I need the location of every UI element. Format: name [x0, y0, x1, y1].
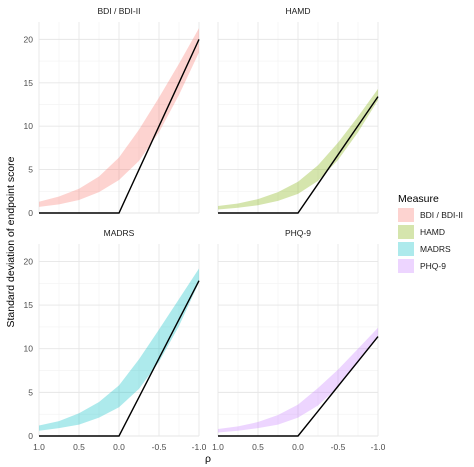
x-tick-label: -0.5: [331, 442, 346, 452]
x-tick-label: 0.0: [113, 442, 125, 452]
y-tick-label: 5: [28, 165, 33, 175]
y-tick-label: 10: [24, 121, 34, 131]
legend-key: [398, 242, 414, 256]
y-axis-title: Standard deviation of endpoint score: [5, 156, 17, 327]
legend-label: MADRS: [420, 244, 451, 254]
series-line: [39, 280, 200, 437]
panels-layer: BDI / BDI-II 0 5 10 15 20 HAMD MADRS 0 5 10 15 20 1.0…: [24, 6, 386, 452]
y-tick-label: 15: [24, 300, 34, 310]
y-tick-label: 5: [28, 387, 33, 397]
facet-panel: HAMD: [217, 6, 379, 214]
y-tick-label: 10: [24, 344, 34, 354]
y-tick-label: 15: [24, 78, 34, 88]
x-tick-label: 1.0: [212, 442, 224, 452]
facet-panel: MADRS 0 5 10 15 20 1.0 0.5 0.0 -0.5 -1.0: [24, 228, 207, 452]
legend-label: PHQ-9: [420, 261, 446, 271]
series-line: [218, 96, 379, 214]
series-band: [39, 268, 199, 431]
legend-label: HAMD: [420, 227, 445, 237]
y-tick-label: 0: [28, 431, 33, 441]
series-band: [39, 28, 199, 207]
legend-label: BDI / BDI-II: [420, 210, 463, 220]
x-tick-label: -0.5: [152, 442, 167, 452]
legend: Measure BDI / BDI-II HAMD MADRS PHQ-9: [398, 193, 463, 273]
legend-title: Measure: [398, 193, 439, 205]
facet-panel: PHQ-9 1.0 0.5 0.0 -0.5 -1.0: [212, 228, 386, 452]
legend-key: [398, 208, 414, 222]
x-tick-label: -1.0: [371, 442, 386, 452]
series-line: [39, 39, 200, 214]
legend-key: [398, 259, 414, 273]
y-tick-label: 20: [24, 256, 34, 266]
x-tick-label: -1.0: [192, 442, 207, 452]
legend-key: [398, 225, 414, 239]
series-band: [218, 327, 378, 433]
facet-panel: BDI / BDI-II 0 5 10 15 20: [24, 6, 200, 218]
series-band: [218, 88, 378, 210]
x-tick-label: 1.0: [33, 442, 45, 452]
facet-title: BDI / BDI-II: [98, 6, 141, 16]
facet-title: MADRS: [104, 228, 135, 238]
x-tick-label: 0.5: [252, 442, 264, 452]
x-tick-label: 0.0: [292, 442, 304, 452]
y-tick-label: 0: [28, 208, 33, 218]
series-line: [218, 336, 379, 437]
facet-title: HAMD: [285, 6, 310, 16]
x-axis-title: ρ: [205, 453, 211, 465]
y-tick-label: 20: [24, 34, 34, 44]
x-tick-label: 0.5: [73, 442, 85, 452]
facet-title: PHQ-9: [285, 228, 311, 238]
